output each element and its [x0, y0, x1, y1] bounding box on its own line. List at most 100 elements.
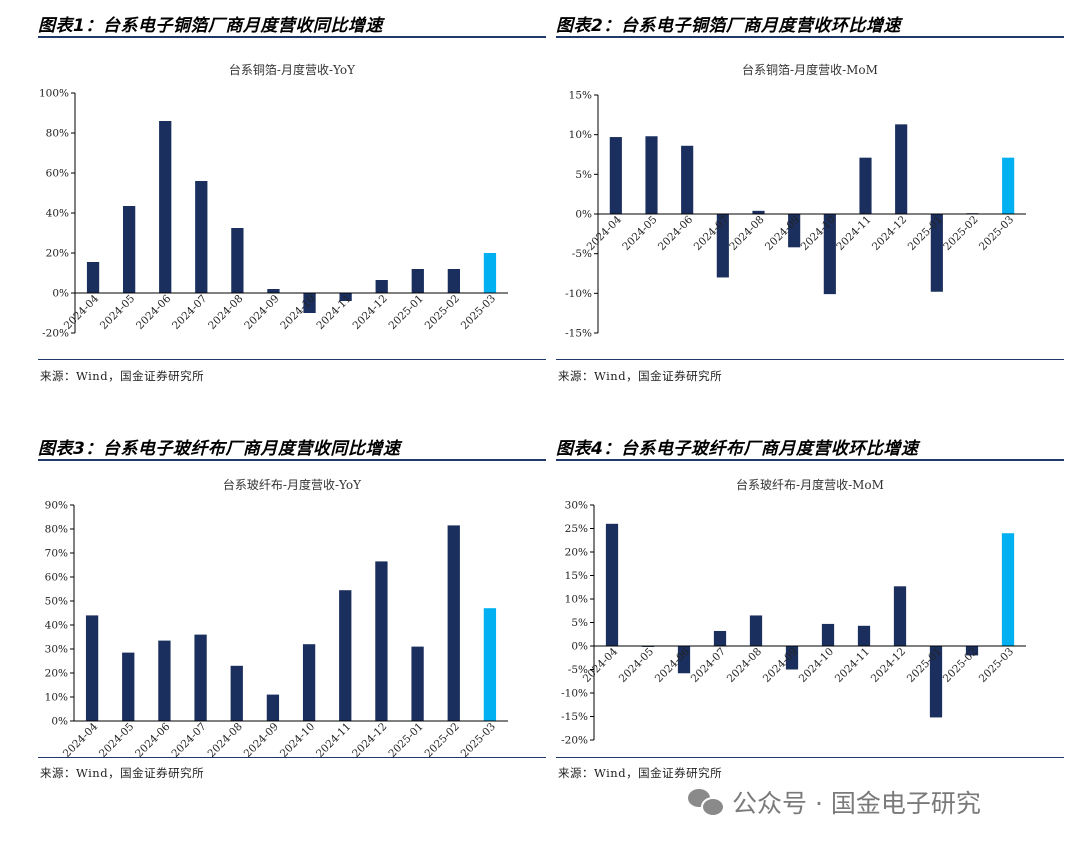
- y-tick-label: 20%: [46, 248, 69, 260]
- bar-chart-3: 0%10%20%30%40%50%60%70%80%90%2024-042024…: [45, 500, 508, 760]
- y-tick-label: 80%: [45, 524, 68, 536]
- bar-2025-03: [1002, 157, 1015, 214]
- bar-chart-1: -20%0%20%40%60%80%100%2024-042024-052024…: [39, 88, 508, 340]
- chart-panel-1: 图表1：台系电子铜箔厂商月度营收同比增速 台系铜箔-月度营收-YoY -20% 0…: [38, 5, 546, 383]
- bar-2024-06: [681, 145, 694, 214]
- x-tick-label: 2025-02: [423, 721, 462, 760]
- bar-2024-12: [375, 561, 388, 721]
- y-tick-label: -5%: [568, 664, 588, 676]
- chart-title: 台系铜箔-月度营收-YoY: [228, 63, 356, 77]
- y-tick-label: 0%: [52, 288, 69, 300]
- y-tick-label: 70%: [45, 548, 68, 560]
- x-tick-label: 2024-06: [656, 213, 696, 253]
- watermark-text: 公众号 · 国金电子研究: [732, 789, 981, 818]
- x-tick-label: 2024-11: [314, 293, 353, 332]
- x-tick-label: 2024-10: [278, 721, 317, 760]
- x-tick-label: 2025-03: [459, 721, 498, 760]
- bar-2024-08: [230, 665, 243, 721]
- y-tick-label: -15%: [565, 328, 592, 340]
- bar-2024-06: [159, 121, 172, 293]
- bar-2024-12: [895, 124, 908, 214]
- source-note: 来源：Wind，国金证券研究所: [40, 766, 205, 780]
- bar-2025-01: [930, 214, 943, 292]
- chart-title: 台系玻纤布-月度营收-MoM: [736, 478, 884, 492]
- x-tick-label: 2024-11: [314, 721, 353, 760]
- bar-2024-09: [785, 646, 799, 670]
- panel-title: 图表3：台系电子玻纤布厂商月度营收同比增速: [38, 439, 401, 459]
- bar-2025-03: [1001, 533, 1015, 646]
- x-tick-label: 2024-12: [870, 214, 909, 253]
- x-tick-label: 2024-05: [97, 721, 136, 760]
- panel-title: 图表4：台系电子玻纤布厂商月度营收环比增速: [556, 439, 919, 459]
- x-tick-label: 2024-12: [350, 293, 389, 332]
- chart-title: 台系玻纤布-月度营收-YoY: [222, 478, 362, 492]
- x-tick-label: 2024-06: [134, 292, 174, 332]
- y-tick-label: -10%: [561, 688, 588, 700]
- source-note: 来源：Wind，国金证券研究所: [558, 369, 723, 383]
- y-tick-label: 0%: [575, 209, 592, 221]
- x-tick-label: 2024-12: [869, 646, 908, 685]
- y-tick-label: 15%: [569, 90, 592, 102]
- watermark: 公众号 · 国金电子研究: [688, 782, 981, 822]
- bar-2024-10: [823, 214, 836, 295]
- y-tick-label: 0%: [571, 641, 588, 653]
- y-tick-label: 5%: [575, 169, 592, 181]
- x-tick-label: 2025-02: [941, 646, 980, 685]
- bar-2024-09: [788, 214, 801, 248]
- bar-2024-09: [267, 289, 280, 293]
- y-tick-label: 25%: [565, 523, 588, 535]
- panel-title: 图表2：台系电子铜箔厂商月度营收环比增速: [556, 16, 901, 36]
- x-tick-label: 2025-02: [941, 214, 980, 253]
- bar-2024-11: [859, 157, 872, 214]
- x-tick-label: 2025-03: [977, 214, 1016, 253]
- x-tick-label: 2024-09: [242, 721, 281, 760]
- bar-2024-10: [302, 644, 316, 721]
- bar-2024-04: [85, 615, 99, 721]
- y-tick-label: 60%: [46, 168, 69, 180]
- source-note: 来源：Wind，国金证券研究所: [558, 766, 723, 780]
- bar-2024-07: [713, 630, 727, 646]
- x-tick-label: 2024-12: [350, 721, 389, 760]
- y-tick-label: 40%: [45, 620, 68, 632]
- y-tick-label: -20%: [561, 735, 588, 747]
- x-tick-label: 2025-02: [423, 293, 462, 332]
- x-tick-label: 2024-05: [617, 646, 656, 685]
- title-rule: [556, 459, 1064, 461]
- x-tick-label: 2025-01: [387, 293, 426, 332]
- y-tick-label: 50%: [45, 596, 68, 608]
- x-tick-label: 2025-03: [459, 293, 498, 332]
- x-tick-label: 2024-06: [133, 720, 173, 760]
- title-rule: [38, 459, 546, 461]
- y-tick-label: 10%: [569, 129, 592, 141]
- bar-2024-10: [303, 293, 316, 313]
- bar-2024-08: [231, 228, 244, 293]
- x-tick-label: 2024-08: [725, 646, 764, 685]
- y-tick-label: 15%: [565, 570, 588, 582]
- y-tick-label: -5%: [572, 248, 592, 260]
- bar-2024-07: [716, 214, 729, 278]
- x-tick-label: 2024-08: [206, 721, 245, 760]
- source-rule: [38, 359, 546, 360]
- chart-panel-2: 图表2：台系电子铜箔厂商月度营收环比增速 台系铜箔-月度营收-MoM -15% -…: [556, 5, 1064, 383]
- bar-2025-01: [929, 646, 943, 718]
- title-rule: [556, 36, 1064, 38]
- y-tick-label: 80%: [46, 128, 69, 140]
- y-tick-label: 40%: [46, 208, 69, 220]
- y-tick-label: 0%: [51, 716, 68, 728]
- source-note: 来源：Wind，国金证券研究所: [40, 369, 205, 383]
- panel-title: 图表1：台系电子铜箔厂商月度营收同比增速: [38, 16, 383, 36]
- x-tick-label: 2024-11: [834, 214, 873, 253]
- bar-2024-05: [122, 206, 136, 293]
- y-tick-label: 10%: [565, 594, 588, 606]
- chart-title: 台系铜箔-月度营收-MoM: [742, 63, 878, 77]
- wechat-icon: [688, 787, 725, 817]
- x-tick-label: 2024-08: [206, 293, 245, 332]
- y-tick-label: 5%: [571, 617, 588, 629]
- source-rule: [38, 757, 546, 758]
- x-tick-label: 2024-05: [98, 293, 137, 332]
- y-tick-label: 30%: [45, 644, 68, 656]
- y-tick-label: 60%: [45, 572, 68, 584]
- bar-chart-2: -15%-10%-5%0%5%10%15%2024-042024-052024-…: [565, 90, 1026, 340]
- source-rule: [556, 359, 1064, 360]
- y-tick-label: 30%: [565, 500, 588, 512]
